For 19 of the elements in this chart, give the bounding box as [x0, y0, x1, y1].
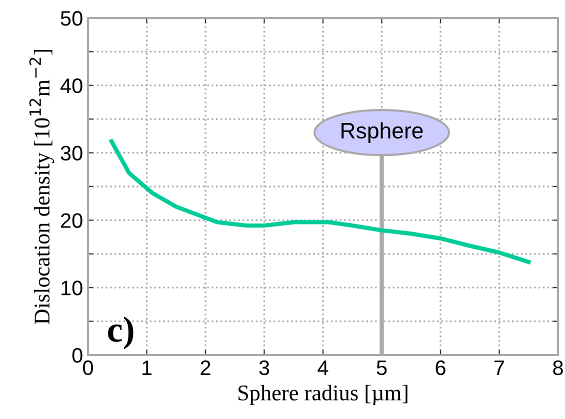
x-tick-label: 0: [83, 360, 93, 376]
x-tick-label: 7: [494, 360, 504, 375]
y-tick-label: 0: [72, 348, 82, 363]
x-tick-label: 3: [259, 360, 270, 376]
x-tick-label: 6: [436, 360, 446, 376]
y-tick-label: 40: [60, 78, 82, 94]
x-axis-title: Sphere radius [µm]: [238, 384, 408, 405]
y-tick-label: 10: [62, 280, 82, 296]
annotation: c): [108, 316, 134, 350]
ref-line-label: Rsphere: [342, 122, 423, 143]
x-tick-label: 8: [553, 360, 563, 376]
x-tick-label: 1: [142, 360, 152, 375]
y-axis-title: Dislocation density [10$^{12}$m$^{−2}$]: [29, 50, 54, 324]
y-tick-label: 50: [60, 11, 82, 26]
y-tick-label: 20: [61, 213, 82, 228]
x-tick-label: 4: [318, 360, 328, 375]
x-tick-label: 5: [376, 360, 387, 376]
x-tick-label: 2: [200, 360, 210, 375]
y-tick-label: 30: [60, 146, 82, 161]
